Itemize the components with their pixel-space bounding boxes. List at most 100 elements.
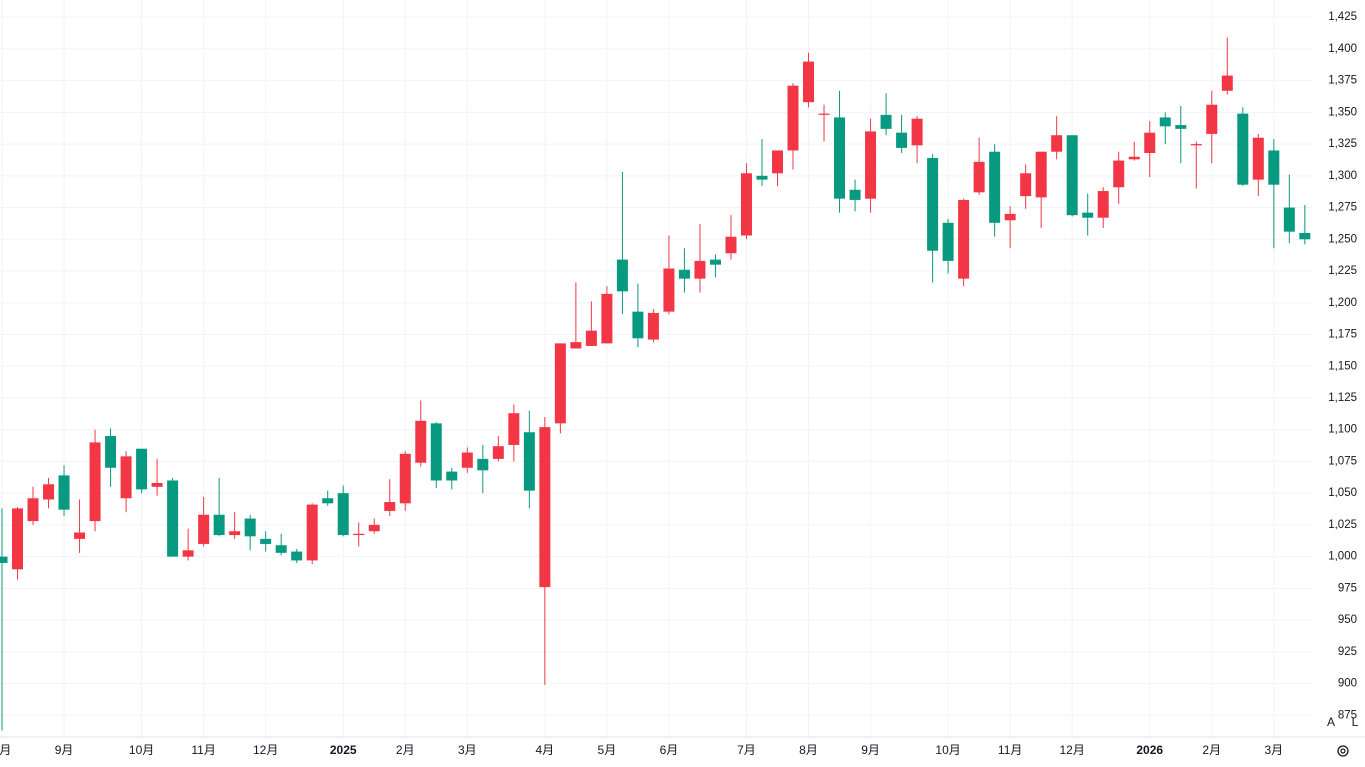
y-tick-label: 1,000	[1328, 551, 1357, 563]
candle-body	[384, 502, 396, 511]
candle-body	[632, 311, 644, 339]
candle-body	[601, 293, 613, 344]
candle-body	[1159, 117, 1171, 127]
candle-body	[353, 533, 365, 536]
x-tick-label: 9月	[861, 743, 880, 757]
candle-body	[1299, 232, 1311, 240]
candle-body	[678, 269, 690, 279]
candle-body	[229, 531, 241, 536]
candle-body	[740, 173, 752, 236]
x-tick-label: 6月	[660, 743, 679, 757]
candle-body	[198, 514, 210, 544]
candle-body	[446, 471, 458, 481]
candle-body	[927, 158, 939, 251]
candle-body	[260, 538, 272, 544]
y-tick-label: 1,400	[1328, 43, 1357, 55]
candle-body	[523, 432, 535, 491]
x-tick-label: 7月	[737, 743, 756, 757]
candle-body	[1051, 135, 1063, 152]
candle-body	[1206, 104, 1218, 134]
x-tick-label: 11月	[191, 743, 215, 757]
axis: 875 900 925 950 975 1,000 1,025 1,050 1,075 1,100…	[0, 11, 1365, 757]
x-tick-label: 10月	[935, 743, 960, 757]
candle-body	[136, 448, 148, 490]
x-tick-label: 2月	[396, 743, 415, 757]
y-tick-label: 1,025	[1328, 519, 1357, 531]
candle-body	[1237, 113, 1249, 185]
auto-button[interactable]: A	[1327, 715, 1335, 729]
candle-body	[477, 458, 489, 471]
y-tick-label: 1,150	[1328, 360, 1357, 372]
scale-buttons: A L	[1327, 715, 1359, 757]
candle-body	[616, 259, 628, 292]
candle-body	[244, 518, 256, 537]
candle-body	[105, 436, 117, 468]
candle-body	[74, 532, 86, 539]
y-tick-label: 925	[1338, 646, 1357, 658]
y-tick-label: 1,375	[1328, 75, 1357, 87]
y-tick-label: 875	[1338, 709, 1357, 721]
candle-body	[0, 556, 8, 563]
candle-body	[275, 545, 287, 553]
candle-body	[415, 420, 427, 463]
candle-body	[911, 118, 923, 146]
candle-body	[213, 514, 225, 536]
y-tick-label: 1,425	[1328, 11, 1357, 23]
candle-body	[709, 259, 721, 265]
candle-body	[461, 452, 473, 468]
x-tick-label: 2026	[1136, 743, 1163, 757]
candle-body	[430, 423, 442, 481]
candle-body	[508, 413, 520, 445]
x-tick-label: 12月	[253, 743, 278, 757]
log-button[interactable]: L	[1352, 715, 1359, 729]
candle-body	[12, 508, 24, 570]
plot	[0, 37, 1311, 731]
candle-body	[818, 113, 830, 115]
y-tick-label: 1,275	[1328, 202, 1357, 214]
candle-body	[772, 150, 783, 174]
candle-body	[1252, 137, 1264, 180]
candle-body	[725, 236, 737, 254]
candle-body	[803, 61, 815, 103]
candle-body	[1097, 191, 1109, 218]
candle-body	[1190, 144, 1202, 146]
x-tick-label: 11月	[998, 743, 1022, 757]
candle-body	[58, 475, 70, 510]
candle-body	[1082, 212, 1094, 218]
candle-body	[1113, 160, 1125, 188]
candle-body	[492, 446, 504, 459]
y-tick-label: 1,250	[1328, 233, 1357, 245]
x-tick-label: 8月	[0, 743, 11, 757]
candle-body	[1128, 156, 1140, 160]
candle-body	[585, 330, 597, 346]
candle-body	[539, 427, 551, 588]
y-tick-label: 1,300	[1328, 170, 1357, 182]
y-tick-label: 1,050	[1328, 487, 1357, 499]
candle-body	[1035, 151, 1047, 198]
y-tick-label: 900	[1338, 678, 1357, 690]
candle-body	[554, 343, 566, 424]
candle-body	[1066, 135, 1078, 216]
candle-body	[1268, 150, 1280, 185]
y-tick-label: 1,225	[1328, 265, 1357, 277]
settings-icon[interactable]	[1337, 745, 1349, 757]
candle-body	[880, 114, 892, 129]
candle-body	[399, 453, 411, 504]
y-tick-label: 950	[1338, 614, 1357, 626]
candle-body	[291, 551, 303, 561]
candle-body	[322, 498, 334, 504]
candle-body	[942, 222, 954, 261]
candle-body	[182, 550, 194, 557]
x-tick-label: 2月	[1202, 743, 1221, 757]
candle-body	[89, 442, 101, 522]
candle-body	[1144, 132, 1156, 153]
y-tick-label: 1,350	[1328, 106, 1357, 118]
y-tick-label: 1,200	[1328, 297, 1357, 309]
candle-body	[896, 132, 908, 148]
candle-body	[337, 493, 349, 536]
candle-body	[1175, 125, 1187, 129]
candle-body	[834, 117, 846, 199]
candle-body	[989, 151, 1001, 223]
x-tick-label: 3月	[1264, 743, 1283, 757]
